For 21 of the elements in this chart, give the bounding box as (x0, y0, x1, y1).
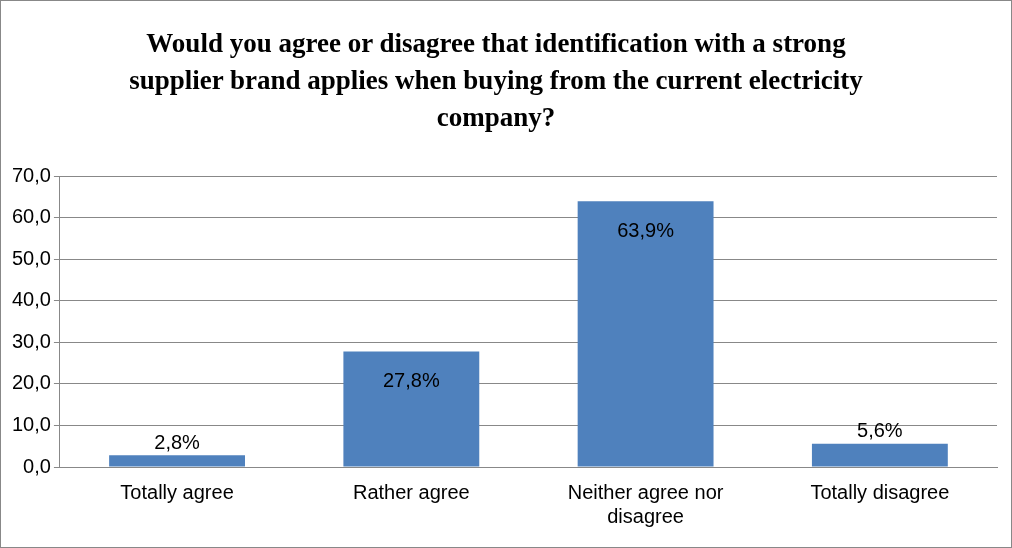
bar (343, 351, 480, 467)
x-tick-label: Totally disagree (810, 480, 950, 503)
data-label: 2,8% (154, 430, 201, 453)
x-tick-label: Totally agree (120, 480, 234, 503)
chart-title: Would you agree or disagree that identification with a strong supplier brand applies when buying from the current electricity company? (128, 27, 864, 134)
y-tick-label: 0,0 (23, 454, 51, 477)
y-tick-label: 20,0 (11, 371, 51, 394)
data-label: 27,8% (382, 368, 440, 391)
bar (577, 201, 714, 467)
bar (109, 455, 245, 467)
x-tick-label: Neither agree nor disagree (567, 480, 724, 527)
y-tick-label: 10,0 (11, 412, 51, 435)
data-label: 5,6% (857, 419, 903, 442)
y-tick-label: 70,0 (11, 163, 51, 186)
data-label: 63,9% (617, 218, 675, 241)
y-tick-label: 30,0 (11, 329, 51, 352)
bar (811, 443, 948, 467)
x-tick-label: Rather agree (352, 480, 470, 503)
y-tick-label: 60,0 (11, 205, 51, 228)
y-tick-label: 50,0 (11, 246, 51, 269)
y-tick-label: 40,0 (11, 288, 51, 311)
